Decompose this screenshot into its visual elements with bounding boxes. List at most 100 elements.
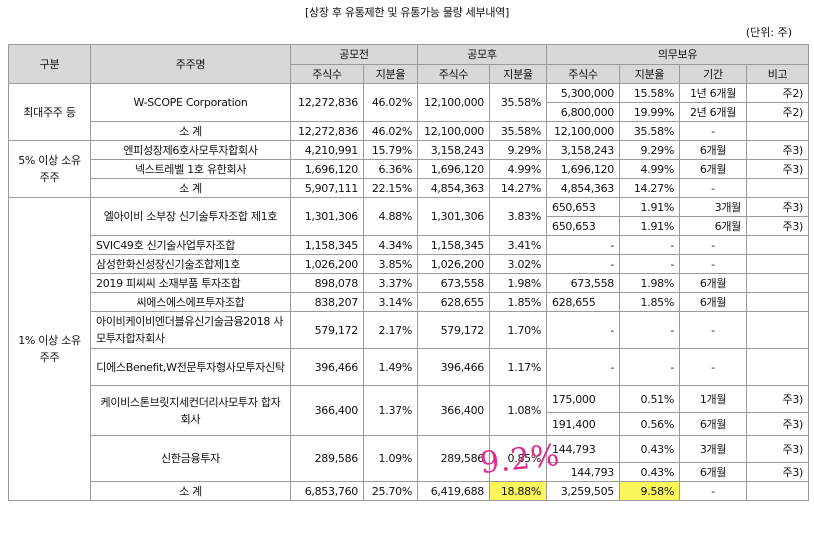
cell: 주3): [745, 216, 810, 236]
cell: 1,696,120: [290, 159, 364, 179]
cell: -: [619, 311, 680, 349]
cell: 366,400: [290, 385, 364, 436]
cell: 1.85%: [619, 292, 680, 312]
cell: 1,158,345: [290, 235, 364, 255]
cell: 175,000: [546, 385, 620, 413]
cell: 1,026,200: [417, 254, 490, 274]
cell: [745, 121, 810, 141]
cell: 6개월: [679, 412, 747, 436]
table-row: 144,793 0.43% 6개월 주3): [9, 462, 810, 482]
cell: 6개월: [679, 462, 747, 482]
cell: 6,800,000: [546, 102, 620, 122]
cell: 3,158,243: [546, 140, 620, 160]
cell: [745, 254, 810, 274]
cell: 0.51%: [619, 385, 680, 413]
cell: 주2): [745, 102, 810, 122]
cell: 289,586: [417, 435, 490, 482]
cell: 9.29%: [619, 140, 680, 160]
cell: 0.56%: [619, 412, 680, 436]
cell: 6개월: [679, 159, 747, 179]
cell: 15.58%: [619, 83, 680, 103]
cell: 주3): [745, 159, 810, 179]
header-ratio: 지분율: [489, 63, 547, 84]
table-row: 5% 이상 소유주주 엔피성장제6호사모투자합회사 4,210,991 15.7…: [8, 140, 810, 198]
cell: 15.79%: [363, 140, 418, 160]
cell: 2.17%: [363, 311, 418, 349]
cell: 3,158,243: [417, 140, 490, 160]
cell: 144,793: [546, 462, 620, 482]
header-shares: 주식수: [417, 63, 490, 84]
cell: 1.08%: [489, 385, 547, 436]
holder-name: 엔피성장제6호사모투자합회사: [90, 140, 291, 160]
cell: 12,272,836: [290, 121, 364, 141]
cell: 12,272,836: [290, 83, 364, 122]
cell: 주3): [745, 197, 810, 217]
header-after: 공모후: [417, 44, 547, 65]
highlighted-cell: 9.58%: [619, 481, 680, 501]
cell: -: [619, 348, 680, 386]
cell: 22.15%: [363, 178, 418, 198]
cell: 4.99%: [619, 159, 680, 179]
cell: 25.70%: [363, 481, 418, 501]
header-period: 기간: [679, 63, 747, 84]
cell: 주3): [745, 435, 810, 463]
cell: 3.14%: [363, 292, 418, 312]
cell: [745, 235, 810, 255]
cell: 1.91%: [619, 216, 680, 236]
cell: 366,400: [417, 385, 490, 436]
cell: 35.58%: [619, 121, 680, 141]
cell: -: [679, 311, 747, 349]
table-row: 디에스Benefit,W전문투자형사모투자신탁 396,466 1.49% 39…: [9, 348, 810, 386]
cell: 289,586: [290, 435, 364, 482]
cell: 1,696,120: [546, 159, 620, 179]
cell: 46.02%: [363, 121, 418, 141]
table-row: 1% 이상 소유주주 엘아이비 소부장 신기술투자조합 제1호 1,301,30…: [8, 197, 810, 501]
cell: [745, 348, 810, 386]
cell: 3개월: [679, 197, 747, 217]
cell: 3,259,505: [546, 481, 620, 501]
cell: 0.43%: [619, 462, 680, 482]
cell: 6,419,688: [417, 481, 490, 501]
cell: 1,696,120: [417, 159, 490, 179]
table-row: 신한금융투자 289,586 1.09% 289,586 0.85% 144,7…: [9, 435, 810, 482]
holder-name: 디에스Benefit,W전문투자형사모투자신탁: [90, 348, 291, 386]
table-row: 넥스트레벨 1호 유한회사 1,696,120 6.36% 1,696,120 …: [9, 159, 810, 179]
cell: 35.58%: [489, 121, 547, 141]
header-ratio: 지분율: [363, 63, 418, 84]
cell: -: [679, 235, 747, 255]
cell: -: [679, 348, 747, 386]
cell: 3.02%: [489, 254, 547, 274]
subtotal-label: 소 계: [90, 481, 291, 501]
cell: 3.83%: [489, 197, 547, 236]
cell: 35.58%: [489, 83, 547, 122]
cell: 주3): [745, 462, 810, 482]
cell: 628,655: [546, 292, 620, 312]
cell: 46.02%: [363, 83, 418, 122]
cell: 주3): [745, 385, 810, 413]
group-label: 5% 이상 소유주주: [8, 140, 91, 198]
cell: 6개월: [679, 292, 747, 312]
cell: 1.70%: [489, 311, 547, 349]
table-title: [상장 후 유통제한 및 유통가능 물량 세부내역]: [305, 6, 509, 19]
cell: 12,100,000: [417, 121, 490, 141]
holder-name: W-SCOPE Corporation: [90, 83, 291, 122]
table-row: 6,800,000 19.99% 2년 6개월 주2): [9, 102, 810, 122]
cell: [745, 273, 810, 293]
cell: 898,078: [290, 273, 364, 293]
cell: 673,558: [417, 273, 490, 293]
cell: 0.43%: [619, 435, 680, 463]
cell: 1,158,345: [417, 235, 490, 255]
holder-name: 신한금융투자: [90, 435, 291, 482]
cell: 12,100,000: [546, 121, 620, 141]
cell: -: [679, 481, 747, 501]
cell: -: [679, 254, 747, 274]
cell: 3.41%: [489, 235, 547, 255]
cell: 396,466: [417, 348, 490, 386]
subtotal-row: 소 계 12,272,836 46.02% 12,100,000 35.58% …: [9, 121, 810, 141]
cell: 673,558: [546, 273, 620, 293]
cell: 191,400: [546, 412, 620, 436]
cell: 579,172: [417, 311, 490, 349]
cell: 14.27%: [489, 178, 547, 198]
cell: -: [546, 254, 620, 274]
subtotal-label: 소 계: [90, 178, 291, 198]
